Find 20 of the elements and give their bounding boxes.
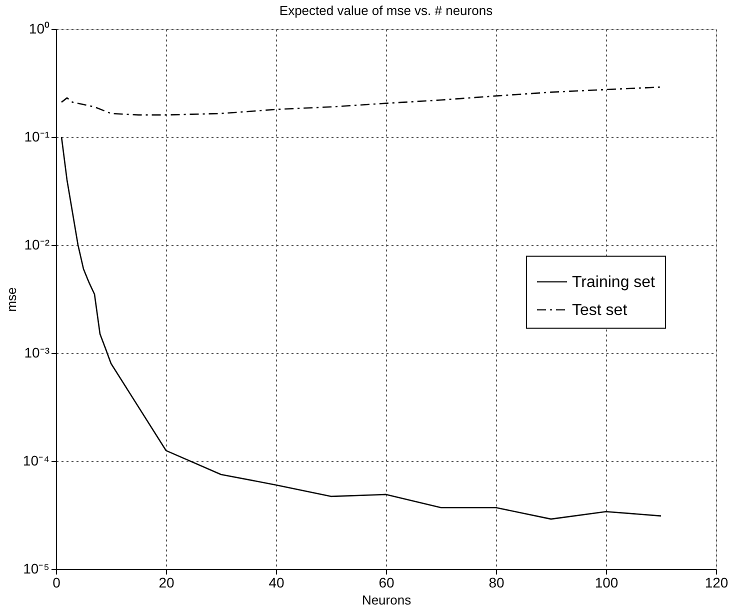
x-tick-label: 60: [378, 574, 394, 590]
y-tick-label: 10⁰: [28, 20, 50, 36]
legend-label: Training set: [572, 274, 656, 291]
x-tick-label: 100: [594, 574, 618, 590]
y-axis-title: mse: [4, 287, 19, 312]
x-tick-label: 20: [158, 574, 174, 590]
line-series: [60, 86, 662, 116]
y-tick-label: 10⁻¹: [24, 128, 50, 144]
y-tick-label: 10⁻²: [24, 236, 50, 252]
x-tick-label: 40: [268, 574, 284, 590]
y-tick-label: 10⁻³: [24, 344, 50, 360]
x-axis-title: Neurons: [362, 592, 412, 608]
x-tick-label: 120: [704, 574, 728, 590]
y-tick-label: 10⁻⁴: [22, 452, 50, 468]
x-tick-label: 80: [488, 574, 504, 590]
legend-label: Test set: [572, 302, 628, 319]
chart-title: Expected value of mse vs. # neurons: [279, 3, 494, 18]
line-series: [60, 136, 662, 520]
x-tick-label: 0: [52, 574, 61, 590]
y-tick-label: 10⁻⁵: [23, 560, 50, 576]
